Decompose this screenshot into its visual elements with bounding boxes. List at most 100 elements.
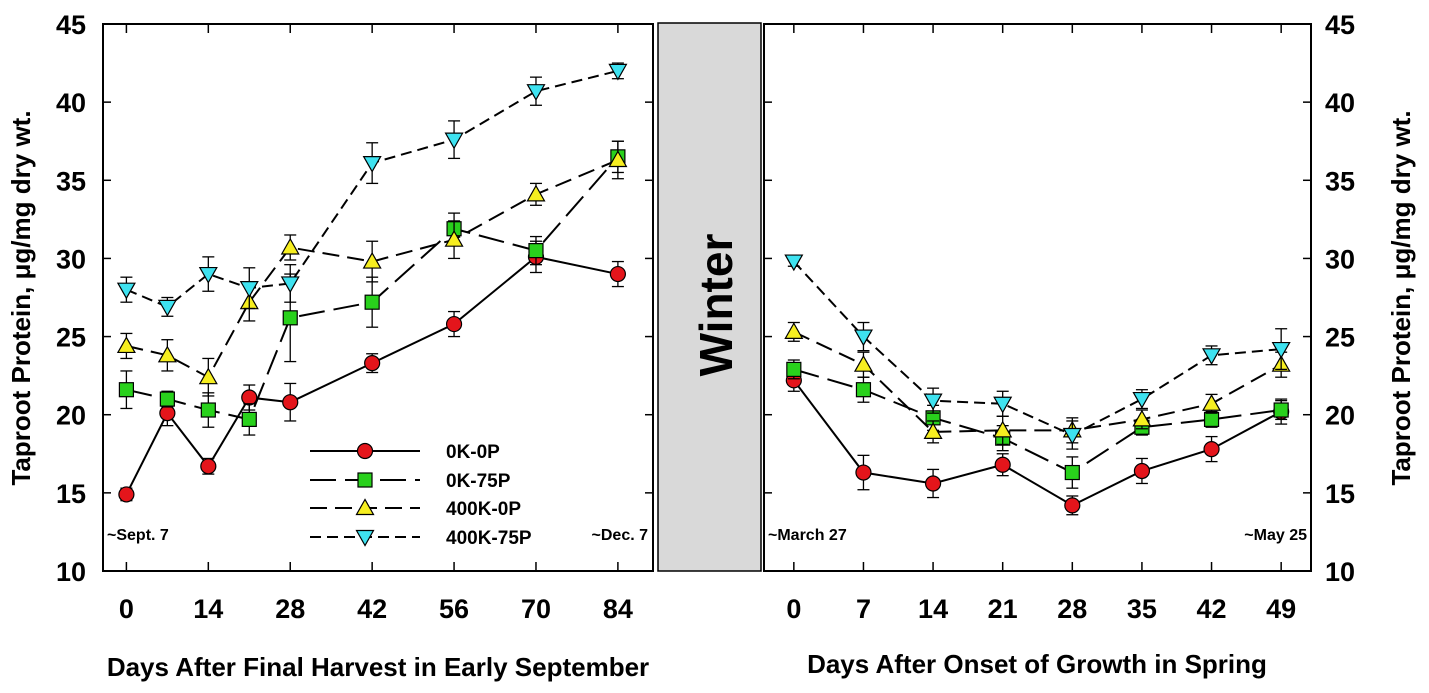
legend-item-0K-0P: 0K-0P — [310, 442, 500, 463]
y-tick-label-left: 10 — [56, 557, 86, 587]
data-point — [239, 281, 259, 298]
x-tick-label-spring: 7 — [856, 594, 871, 624]
x-tick-label-spring: 28 — [1057, 594, 1087, 624]
data-point — [198, 266, 218, 284]
legend-label: 400K-0P — [446, 499, 521, 520]
data-point — [994, 456, 1011, 473]
x-tick-label-spring: 21 — [988, 594, 1018, 624]
y-tick-label-right: 30 — [1325, 244, 1355, 274]
legend-label: 0K-0P — [446, 442, 500, 463]
data-point — [444, 229, 464, 247]
data-point — [282, 310, 298, 326]
data-point — [1202, 394, 1222, 411]
x-tick-label-fall: 14 — [193, 594, 223, 624]
series-fall-0K-75P — [118, 140, 626, 436]
y-tick-label-left: 40 — [56, 88, 86, 118]
series-fall-400K-75P — [116, 62, 628, 317]
legend-marker — [355, 498, 375, 516]
data-point — [993, 396, 1013, 414]
data-point — [157, 345, 177, 363]
x-tick-label-fall: 0 — [119, 594, 134, 624]
data-point — [364, 294, 380, 310]
series-line — [126, 69, 619, 309]
y-tick-label-left: 45 — [56, 10, 86, 40]
legend-marker — [355, 529, 375, 547]
x-tick-label-spring: 42 — [1197, 594, 1227, 624]
legend-label: 400K-75P — [446, 528, 532, 549]
data-point — [159, 405, 176, 422]
y-tick-label-right: 40 — [1325, 88, 1355, 118]
data-point — [241, 389, 258, 406]
x-tick-label-spring: 35 — [1127, 594, 1157, 624]
data-point — [526, 84, 546, 101]
data-point — [855, 464, 872, 481]
annotation-sept: ~Sept. 7 — [107, 527, 169, 544]
data-point — [526, 184, 546, 202]
series-line — [126, 159, 619, 379]
axis-ticks: 10 10 15 15 20 20 25 25 30 30 35 35 40 40 45 45 0 14 28 42 5… — [56, 10, 1355, 624]
data-point — [924, 475, 942, 492]
legend-marker — [357, 472, 373, 488]
x-axis-title-fall: Days After Final Harvest in Early Septem… — [107, 652, 649, 682]
x-axis-title-spring: Days After Onset of Growth in Spring — [807, 649, 1267, 679]
y-tick-label-left: 20 — [56, 401, 86, 431]
data-point — [157, 299, 177, 317]
data-point — [116, 336, 136, 354]
x-tick-label-fall: 70 — [521, 594, 551, 624]
data-point — [445, 315, 463, 333]
y-tick-label-right: 20 — [1325, 401, 1355, 431]
x-tick-label-fall: 28 — [275, 594, 305, 624]
data-point — [280, 276, 300, 294]
annotation-may: ~May 25 — [1244, 527, 1307, 544]
winter-box — [657, 22, 762, 572]
data-point — [364, 355, 381, 372]
data-point — [1133, 462, 1151, 480]
legend-label: 0K-75P — [446, 471, 511, 492]
data-point — [362, 251, 382, 269]
y-tick-label-right: 15 — [1325, 479, 1355, 509]
data-point — [784, 254, 804, 272]
x-tick-label-spring: 49 — [1266, 594, 1296, 624]
series-line — [793, 330, 1282, 433]
data-point — [923, 393, 943, 411]
data-point — [1064, 497, 1081, 514]
data-point — [198, 367, 218, 385]
data-point — [1064, 464, 1080, 481]
data-point — [200, 402, 216, 418]
data-point — [241, 411, 257, 428]
data-point — [1202, 348, 1222, 366]
data-point — [280, 237, 300, 255]
y-tick-label-right: 45 — [1325, 10, 1355, 40]
annotation-march: ~March 27 — [768, 527, 847, 544]
data-point — [1271, 341, 1291, 359]
legend-item-400K-75P: 400K-75P — [310, 528, 532, 549]
annotation-dec: ~Dec. 7 — [592, 527, 649, 544]
y-tick-label-right: 10 — [1325, 557, 1355, 587]
series-line — [793, 368, 1282, 474]
spring-plot-frame — [763, 23, 1312, 572]
y-tick-label-left: 25 — [56, 323, 86, 353]
y-tick-label-left: 35 — [56, 166, 86, 196]
data-point — [1203, 411, 1220, 428]
y-tick-label-left: 15 — [56, 479, 86, 509]
y-tick-label-left: 30 — [56, 244, 86, 274]
data-point — [608, 63, 628, 81]
data-point — [200, 458, 217, 475]
data-point — [786, 361, 802, 377]
y-axis-title-left: Taproot Protein, μg/mg dry wt. — [6, 110, 36, 485]
data-point — [784, 322, 804, 339]
x-tick-label-spring: 14 — [918, 594, 948, 624]
data-point — [159, 391, 175, 407]
series-fall-0K-0P — [118, 240, 626, 503]
data-point — [853, 329, 873, 347]
data-point — [118, 382, 135, 398]
series-fall-400K-0P — [116, 140, 628, 397]
legend: 0K-0P 0K-75P 400K-0P 400K-75P — [310, 442, 532, 549]
winter-label: Winter — [690, 234, 742, 377]
data-point — [853, 354, 873, 372]
series-spring-400K-75P — [784, 254, 1291, 450]
data-series — [116, 62, 1291, 516]
legend-marker — [356, 442, 374, 460]
fall-plot-frame — [102, 23, 654, 572]
